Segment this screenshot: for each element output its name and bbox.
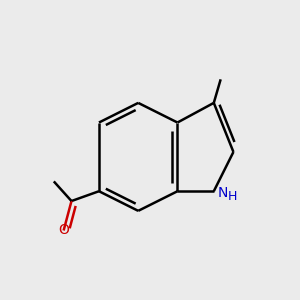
- Text: H: H: [228, 190, 238, 203]
- Text: O: O: [58, 224, 69, 238]
- Text: N: N: [218, 186, 228, 200]
